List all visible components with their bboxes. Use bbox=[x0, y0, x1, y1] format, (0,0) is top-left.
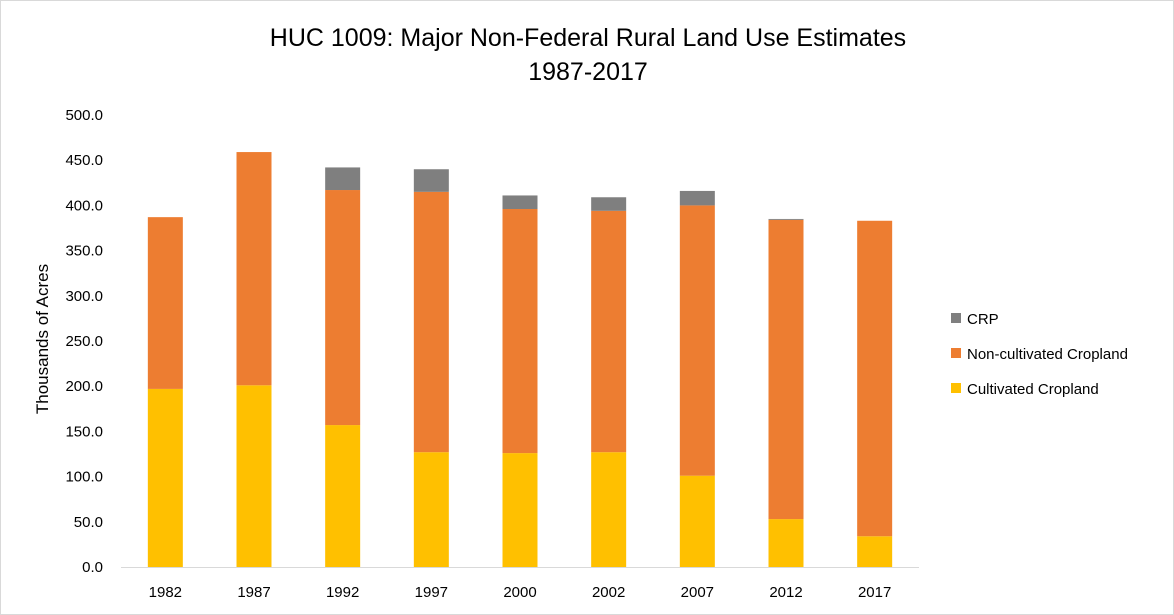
y-tick-label: 100.0 bbox=[65, 469, 103, 486]
bar-segment-non-cultivated-cropland-2002 bbox=[591, 210, 627, 453]
y-tick-label: 0.0 bbox=[82, 559, 103, 576]
bar-segment-crp-2000 bbox=[502, 195, 538, 210]
x-tick-label: 2000 bbox=[503, 584, 536, 601]
chart-subtitle-line: 1987-2017 bbox=[528, 58, 648, 86]
y-tick-label: 350.0 bbox=[65, 243, 103, 260]
bar-segment-crp-2012 bbox=[768, 218, 804, 220]
legend-label: CRP bbox=[967, 311, 999, 328]
y-axis-title: Thousands of Acres bbox=[33, 264, 52, 414]
bar-segment-non-cultivated-cropland-2017 bbox=[857, 220, 893, 537]
bar-segment-cultivated-cropland-2002 bbox=[591, 452, 627, 567]
bar-segment-non-cultivated-cropland-2000 bbox=[502, 209, 538, 454]
bar-segment-non-cultivated-cropland-1992 bbox=[325, 190, 361, 426]
y-tick-label: 400.0 bbox=[65, 197, 103, 214]
bar-segment-cultivated-cropland-2000 bbox=[502, 453, 538, 567]
legend: CRP Non-cultivated Cropland Cultivated Cro… bbox=[951, 311, 1128, 398]
y-tick-label: 200.0 bbox=[65, 378, 103, 395]
bar-segment-cultivated-cropland-1982 bbox=[147, 388, 183, 567]
x-tick-label: 2007 bbox=[681, 584, 714, 601]
bar-segment-cultivated-cropland-1987 bbox=[236, 385, 272, 567]
y-tick-label: 450.0 bbox=[65, 152, 103, 169]
y-tick-label: 250.0 bbox=[65, 333, 103, 350]
bars-group bbox=[147, 152, 893, 567]
legend-swatch bbox=[951, 348, 961, 358]
bar-segment-cultivated-cropland-1992 bbox=[325, 425, 361, 567]
legend-swatch bbox=[951, 383, 961, 393]
x-tick-label: 1982 bbox=[149, 584, 182, 601]
y-tick-label: 300.0 bbox=[65, 288, 103, 305]
y-axis-ticks: 0.0 50.0 100.0 150.0 200.0 250.0 300.0 350.0 400… bbox=[65, 107, 103, 576]
legend-label: Non-cultivated Cropland bbox=[967, 346, 1128, 363]
bar-segment-crp-2002 bbox=[591, 197, 627, 211]
y-tick-label: 500.0 bbox=[65, 107, 103, 124]
bar-segment-non-cultivated-cropland-1997 bbox=[413, 191, 449, 453]
legend-swatch bbox=[951, 313, 961, 323]
bar-segment-non-cultivated-cropland-2007 bbox=[679, 205, 715, 476]
bar-segment-non-cultivated-cropland-1987 bbox=[236, 152, 272, 386]
bar-segment-cultivated-cropland-2017 bbox=[857, 536, 893, 567]
x-tick-label: 1992 bbox=[326, 584, 359, 601]
chart-title: HUC 1009: Major Non-Federal Rural Land U… bbox=[1, 21, 1174, 89]
bar-segment-crp-1997 bbox=[413, 169, 449, 192]
bar-segment-non-cultivated-cropland-2012 bbox=[768, 219, 804, 520]
x-tick-label: 1987 bbox=[237, 584, 270, 601]
x-tick-label: 2002 bbox=[592, 584, 625, 601]
y-tick-label: 50.0 bbox=[74, 514, 103, 531]
legend-label: Cultivated Cropland bbox=[967, 381, 1099, 398]
bar-segment-crp-1992 bbox=[325, 167, 361, 191]
x-tick-label: 2017 bbox=[858, 584, 891, 601]
x-axis-ticks: 1982 1987 1992 1997 2000 2002 2007 2012 2017 bbox=[149, 584, 892, 601]
y-tick-label: 150.0 bbox=[65, 423, 103, 440]
bar-segment-cultivated-cropland-1997 bbox=[413, 452, 449, 567]
x-tick-label: 1997 bbox=[415, 584, 448, 601]
bar-segment-crp-2007 bbox=[679, 190, 715, 206]
bar-segment-non-cultivated-cropland-1982 bbox=[147, 217, 183, 389]
bar-segment-cultivated-cropland-2007 bbox=[679, 475, 715, 567]
x-tick-label: 2012 bbox=[769, 584, 802, 601]
bar-segment-cultivated-cropland-2012 bbox=[768, 519, 804, 567]
chart-title-line: HUC 1009: Major Non-Federal Rural Land U… bbox=[269, 24, 907, 52]
